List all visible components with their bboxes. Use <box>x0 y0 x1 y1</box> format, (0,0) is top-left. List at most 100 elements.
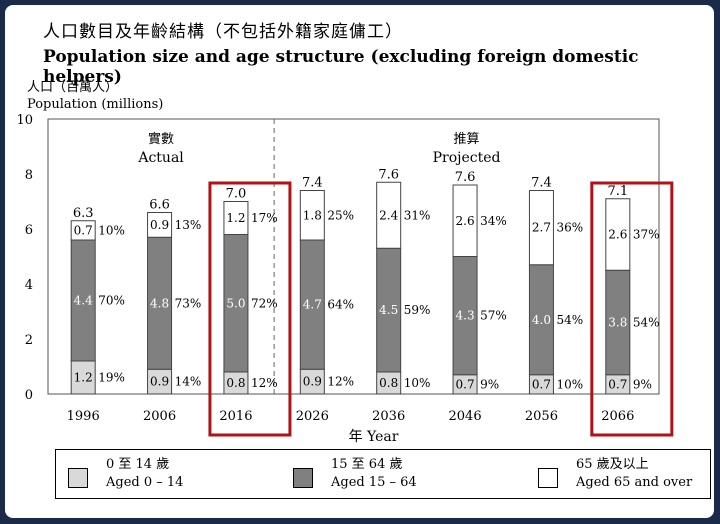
bar-value-label: 0.8 <box>226 376 245 390</box>
bar-percent-label: 17% <box>251 211 278 225</box>
bar-total-label: 7.4 <box>531 176 552 191</box>
bar-segment <box>605 269 631 376</box>
bar-percent-label: 57% <box>480 309 507 323</box>
stacked-bar-chart: 人口（百萬人） Population (millions) 0 2 4 6 8 10 實數 Act… <box>16 80 674 445</box>
legend-label-working-age-en: Aged 15 – 64 <box>331 475 417 490</box>
bar-percent-label: 34% <box>480 214 507 228</box>
bar-value-label: 4.4 <box>74 294 93 308</box>
plot-frame <box>47 118 660 395</box>
bar-percent-label: 13% <box>175 218 202 232</box>
bar-value-label: 2.4 <box>379 208 398 222</box>
legend-label-elderly-en: Aged 65 and over <box>576 475 693 490</box>
bar-percent-label: 9% <box>633 377 652 391</box>
chart-title-en: Population size and age structure (exclu… <box>43 47 639 87</box>
bar-total-label: 7.1 <box>607 184 628 199</box>
bar-total-label: 6.3 <box>73 206 94 221</box>
bar-percent-label: 9% <box>480 377 499 391</box>
bar-value-label: 1.2 <box>226 211 245 225</box>
bar-value-label: 0.9 <box>150 375 169 389</box>
bar-segment <box>452 184 478 257</box>
x-tick-label: 1996 <box>67 409 100 424</box>
x-tick-label: 2026 <box>296 409 329 424</box>
bar-percent-label: 31% <box>404 208 431 222</box>
legend-label-child-zh: 0 至 14 歲 <box>106 457 170 472</box>
bar-value-label: 2.6 <box>608 228 627 242</box>
bar-percent-label: 54% <box>633 316 660 330</box>
bar-total-label: 7.4 <box>302 176 323 191</box>
legend-swatch-working-age <box>293 468 313 488</box>
x-axis-label: 年 Year <box>349 429 399 445</box>
bar-percent-label: 70% <box>98 294 125 308</box>
highlight-box <box>590 181 674 437</box>
bar-value-label: 2.6 <box>456 214 475 228</box>
bar-segment <box>528 190 554 266</box>
bar-total-label: 7.0 <box>226 187 247 202</box>
bar-percent-label: 12% <box>327 375 354 389</box>
bar-segment <box>147 212 173 238</box>
bar-value-label: 5.0 <box>226 296 245 310</box>
bar-total-label: 6.6 <box>149 198 170 213</box>
bar-segment <box>299 368 325 395</box>
x-tick-label: 2046 <box>449 409 482 424</box>
bar-segment <box>70 220 96 241</box>
bar-percent-label: 14% <box>175 375 202 389</box>
bar-percent-label: 25% <box>327 208 354 222</box>
bar-percent-label: 73% <box>175 296 202 310</box>
legend-swatch-elderly <box>538 468 558 488</box>
y-tick-label: 2 <box>25 333 33 348</box>
chart-legend: 0 至 14 歲 Aged 0 – 14 15 至 64 歲 Aged 15 –… <box>55 449 711 499</box>
bar-value-label: 0.8 <box>379 376 398 390</box>
x-tick-label: 2066 <box>601 409 634 424</box>
bar-percent-label: 59% <box>404 303 431 317</box>
bar-percent-label: 10% <box>404 376 431 390</box>
bar-value-label: 1.8 <box>303 208 322 222</box>
bar-total-label: 7.6 <box>455 170 476 185</box>
bar-segment <box>376 181 402 249</box>
bar-segment <box>70 239 96 362</box>
y-axis-label-zh: 人口（百萬人） <box>27 80 118 95</box>
legend-label-elderly-zh: 65 歲及以上 <box>576 457 649 472</box>
bar-percent-label: 12% <box>251 376 278 390</box>
bar-segment <box>528 264 554 376</box>
bar-percent-label: 64% <box>327 298 354 312</box>
legend-label-child-en: Aged 0 – 14 <box>106 475 184 490</box>
y-tick-label: 6 <box>25 223 33 238</box>
bar-value-label: 0.7 <box>456 377 475 391</box>
bar-segment <box>376 247 402 373</box>
bar-segment <box>605 198 631 271</box>
bar-segment <box>223 201 249 235</box>
highlight-box <box>208 181 292 437</box>
bar-percent-label: 10% <box>98 223 125 237</box>
bar-value-label: 4.0 <box>532 313 551 327</box>
bar-percent-label: 72% <box>251 296 278 310</box>
x-tick-label: 2016 <box>219 409 252 424</box>
y-tick-label: 8 <box>25 168 33 183</box>
bar-value-label: 0.7 <box>608 377 627 391</box>
x-tick-label: 2006 <box>143 409 176 424</box>
bar-value-label: 4.8 <box>150 296 169 310</box>
bar-segment <box>299 239 325 370</box>
y-tick-label: 4 <box>25 278 33 293</box>
legend-swatch-child <box>68 468 88 488</box>
bar-percent-label: 36% <box>556 221 583 235</box>
bar-value-label: 0.9 <box>150 218 169 232</box>
section-label-projected-en: Projected <box>433 150 501 166</box>
bar-percent-label: 19% <box>98 371 125 385</box>
section-label-projected-zh: 推算 <box>454 132 480 147</box>
x-tick-label: 2056 <box>525 409 558 424</box>
bar-segment <box>147 236 173 370</box>
bar-value-label: 3.8 <box>608 316 627 330</box>
y-tick-label: 10 <box>16 113 33 128</box>
bar-value-label: 4.7 <box>303 298 322 312</box>
chart-card: 人口數目及年齡結構（不包括外籍家庭傭工） Population size and… <box>5 5 714 518</box>
bar-segment <box>452 256 478 376</box>
y-tick-label: 0 <box>25 388 33 403</box>
bar-value-label: 0.9 <box>303 375 322 389</box>
bar-value-label: 4.5 <box>379 303 398 317</box>
bar-value-label: 1.2 <box>74 371 93 385</box>
y-axis-label-en: Population (millions) <box>27 97 163 112</box>
x-tick-label: 2036 <box>372 409 405 424</box>
bar-segment <box>299 190 325 241</box>
bar-value-label: 0.7 <box>74 223 93 237</box>
chart-title-zh: 人口數目及年齡結構（不包括外籍家庭傭工） <box>43 22 403 42</box>
